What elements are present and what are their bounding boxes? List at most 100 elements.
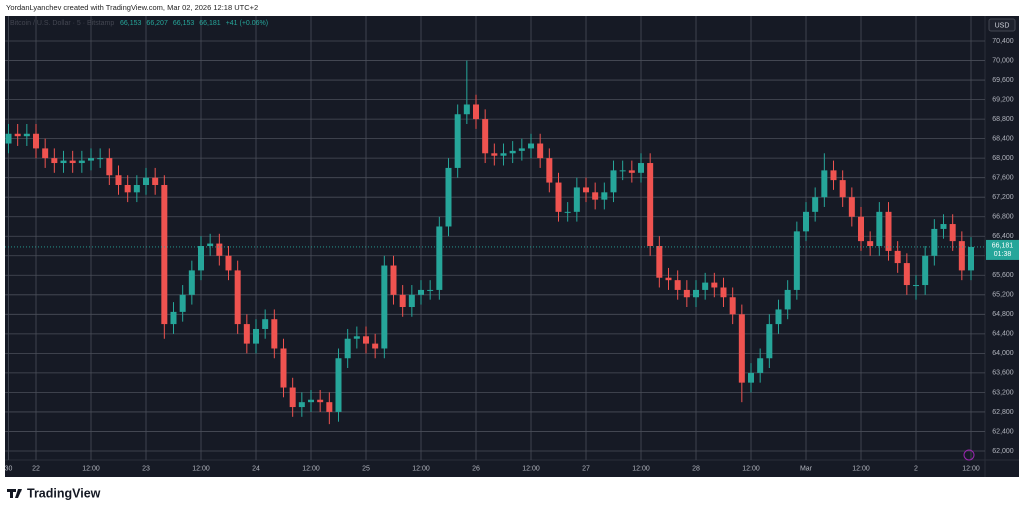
candle-body xyxy=(528,143,535,149)
candle-body xyxy=(922,255,929,286)
candle-body xyxy=(408,294,415,308)
candle-body xyxy=(647,163,654,247)
y-tick-label: 62,000 xyxy=(992,448,1014,455)
x-tick-label: 30 xyxy=(5,465,13,472)
candle-body xyxy=(885,211,892,251)
candle-body xyxy=(289,387,296,408)
legend-value: +41 (+0.06%) xyxy=(226,20,268,27)
candle-body xyxy=(152,177,159,186)
candle-body xyxy=(491,153,498,156)
y-tick-label: 67,600 xyxy=(992,175,1014,182)
x-tick-label: Mar xyxy=(800,465,813,472)
currency-label[interactable]: USD xyxy=(995,22,1010,29)
candle-body xyxy=(463,104,470,115)
candle-body xyxy=(894,250,901,264)
candle-body xyxy=(564,211,571,213)
x-tick-label: 12:00 xyxy=(852,465,870,472)
y-tick-label: 69,600 xyxy=(992,77,1014,84)
brand: TradingView xyxy=(27,486,101,500)
candle-body xyxy=(766,324,773,359)
candle-body xyxy=(729,297,736,315)
candle-body xyxy=(363,336,370,344)
candle-body xyxy=(454,114,461,168)
candle-body xyxy=(968,246,975,271)
currency-button[interactable] xyxy=(988,18,1016,32)
candle-body xyxy=(619,170,626,172)
candle-body xyxy=(876,211,883,247)
candle-body xyxy=(179,294,186,312)
candle-body xyxy=(188,270,195,295)
candle-body xyxy=(775,309,782,325)
candle-body xyxy=(509,150,516,154)
x-tick-label: 25 xyxy=(362,465,370,472)
x-tick-label: 23 xyxy=(142,465,150,472)
candle-body xyxy=(225,255,232,271)
candle-body xyxy=(830,170,837,181)
candle-body xyxy=(931,228,938,256)
candle-body xyxy=(390,265,397,295)
candle-body xyxy=(280,348,287,388)
x-tick-label: 12:00 xyxy=(302,465,320,472)
y-tick-label: 70,400 xyxy=(992,38,1014,45)
x-tick-label: 26 xyxy=(472,465,480,472)
candle-body xyxy=(573,187,580,212)
y-tick-label: 62,400 xyxy=(992,428,1014,435)
candle-body xyxy=(308,399,315,403)
countdown: 01:38 xyxy=(994,251,1012,258)
candle-body xyxy=(427,289,434,291)
candle-body xyxy=(803,211,810,232)
candle-body xyxy=(949,224,956,242)
y-tick-label: 64,800 xyxy=(992,311,1014,318)
candle-body xyxy=(399,294,406,308)
candle-body xyxy=(418,289,425,295)
candle-body xyxy=(207,243,214,247)
y-tick-label: 70,000 xyxy=(992,57,1014,64)
legend-value: 66,153 xyxy=(173,20,195,27)
candle-body xyxy=(821,170,828,198)
candle-body xyxy=(372,343,379,349)
candle-body xyxy=(518,148,525,151)
y-tick-label: 64,400 xyxy=(992,331,1014,338)
axis-labels: 62,000 62,400 62,800 63,200 63,600 64,000 64,4… xyxy=(5,38,1019,472)
candle-body xyxy=(656,246,663,278)
candle-body xyxy=(344,338,351,359)
replay-icon[interactable] xyxy=(963,449,975,461)
candle-body xyxy=(51,158,58,164)
brand-logo xyxy=(7,489,22,498)
candle-body xyxy=(161,185,168,325)
candle-body xyxy=(381,265,388,349)
candle-body xyxy=(133,185,140,193)
candle-body xyxy=(33,133,40,149)
y-tick-label: 69,200 xyxy=(992,96,1014,103)
candle-body xyxy=(628,170,635,173)
candle-body xyxy=(473,104,480,120)
candle-body xyxy=(253,328,260,344)
candle-body xyxy=(848,197,855,217)
candle-body xyxy=(940,224,947,229)
x-tick-label: 12:00 xyxy=(82,465,100,472)
candle-body xyxy=(436,226,443,290)
candles xyxy=(5,60,985,425)
x-tick-label: 24 xyxy=(252,465,260,472)
candle-body xyxy=(198,246,205,271)
x-tick-label: 12:00 xyxy=(632,465,650,472)
candle-body xyxy=(592,192,599,200)
last-price-box xyxy=(986,239,1019,260)
legend-value: 66,207 xyxy=(146,20,168,27)
candle-body xyxy=(14,133,21,137)
candle-body xyxy=(711,282,718,288)
candle-body xyxy=(216,243,223,256)
candle-body xyxy=(693,289,700,298)
y-tick-label: 68,400 xyxy=(992,135,1014,142)
candle-body xyxy=(482,119,489,154)
candle-body xyxy=(317,399,324,403)
candle-body xyxy=(23,133,30,137)
candle-body xyxy=(583,187,590,193)
x-tick-label: 12:00 xyxy=(742,465,760,472)
y-tick-label: 66,800 xyxy=(992,214,1014,221)
x-tick-label: 2 xyxy=(914,465,918,472)
candle-body xyxy=(903,263,910,286)
candle-body xyxy=(793,231,800,290)
